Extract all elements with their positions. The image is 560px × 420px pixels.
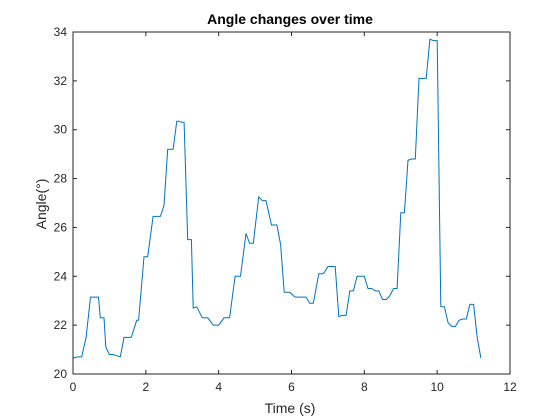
y-tick-label: 28 bbox=[54, 172, 68, 186]
y-tick-label: 20 bbox=[54, 367, 68, 381]
x-axis-title: Time (s) bbox=[265, 400, 316, 416]
x-tick-label: 6 bbox=[288, 380, 295, 394]
plot-frame bbox=[72, 31, 511, 375]
series-line bbox=[72, 38, 482, 359]
y-tick-label: 34 bbox=[54, 25, 68, 39]
y-tick-label: 32 bbox=[54, 74, 68, 88]
x-tick-label: 10 bbox=[430, 380, 444, 394]
x-tick-label: 8 bbox=[361, 380, 368, 394]
plot-area bbox=[73, 32, 510, 374]
x-tick-label: 0 bbox=[70, 380, 77, 394]
x-tick-label: 2 bbox=[142, 380, 149, 394]
y-tick-label: 24 bbox=[54, 269, 68, 283]
x-tick-label: 12 bbox=[503, 380, 517, 394]
x-tick-label: 4 bbox=[215, 380, 222, 394]
y-tick-label: 30 bbox=[54, 123, 68, 137]
chart-title: Angle changes over time bbox=[207, 11, 373, 27]
y-axis-title: Angle(°) bbox=[33, 179, 49, 230]
y-tick-label: 26 bbox=[54, 220, 68, 234]
y-tick-label: 22 bbox=[54, 318, 68, 332]
